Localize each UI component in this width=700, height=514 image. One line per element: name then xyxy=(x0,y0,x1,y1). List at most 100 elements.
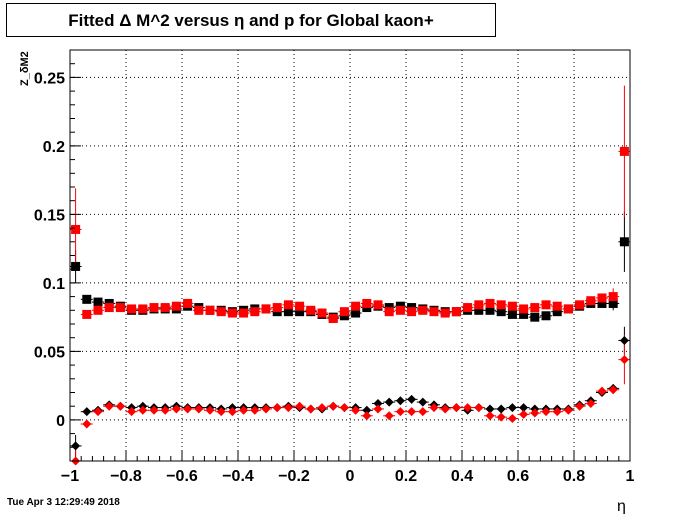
data-point-diamond xyxy=(339,403,349,413)
data-point-square xyxy=(115,303,125,313)
data-point-diamond xyxy=(619,335,629,345)
data-point-diamond xyxy=(384,411,394,421)
data-point-square xyxy=(597,298,607,308)
chart-title: Fitted Δ M^2 versus η and p for Global k… xyxy=(68,11,434,30)
data-point-square xyxy=(82,294,92,304)
data-point-diamond xyxy=(418,397,428,407)
data-point-diamond xyxy=(71,441,81,451)
data-point-square xyxy=(183,298,193,308)
data-point-square xyxy=(407,307,417,317)
timestamp-footer: Tue Apr 3 12:29:49 2018 xyxy=(7,497,120,508)
data-point-square xyxy=(216,307,226,317)
data-point-square xyxy=(485,298,495,308)
data-point-diamond xyxy=(373,404,383,414)
data-point-square xyxy=(317,308,327,318)
data-point-square xyxy=(351,301,361,311)
data-point-square xyxy=(418,305,428,315)
data-point-square xyxy=(239,308,249,318)
data-point-diamond xyxy=(395,396,405,406)
data-point-diamond xyxy=(93,407,103,417)
x-tick-label: 0.6 xyxy=(507,468,529,485)
data-point-diamond xyxy=(440,404,450,414)
data-point-diamond xyxy=(463,403,473,413)
data-point-square xyxy=(608,298,618,308)
data-point-square xyxy=(530,312,540,322)
title-box: Fitted Δ M^2 versus η and p for Global k… xyxy=(6,3,496,37)
data-point-diamond xyxy=(575,401,585,411)
data-point-diamond xyxy=(496,412,506,422)
axis-ticks xyxy=(69,49,631,462)
data-point-square xyxy=(552,301,562,311)
data-point-diamond xyxy=(317,403,327,413)
data-point-square xyxy=(149,303,159,313)
x-tick-label: 0.8 xyxy=(563,468,585,485)
x-tick-label: 1 xyxy=(626,468,635,485)
data-point-diamond xyxy=(362,405,372,415)
data-point-square xyxy=(227,308,237,318)
data-point-square xyxy=(283,307,293,317)
data-point-diamond xyxy=(496,404,506,414)
data-point-diamond xyxy=(530,408,540,418)
data-point-diamond xyxy=(474,403,484,413)
plot-frame xyxy=(69,49,631,462)
grid xyxy=(70,50,630,461)
data-point-square xyxy=(93,297,103,307)
x-tick-label: −0.8 xyxy=(110,468,142,485)
data-point-diamond xyxy=(519,403,529,413)
data-point-square xyxy=(552,307,562,317)
data-point-square xyxy=(93,305,103,315)
data-point-square xyxy=(171,301,181,311)
data-point-square xyxy=(395,305,405,315)
data-point-diamond xyxy=(261,404,271,414)
x-tick-label: −0.4 xyxy=(222,468,254,485)
x-tick-label: −0.6 xyxy=(166,468,198,485)
data-point-square xyxy=(373,300,383,310)
data-point-diamond xyxy=(619,355,629,365)
data-point-square xyxy=(295,307,305,317)
data-point-diamond xyxy=(138,405,148,415)
data-point-square xyxy=(351,308,361,318)
y-tick-label: 0.15 xyxy=(34,207,65,224)
data-markers xyxy=(71,146,629,466)
data-point-diamond xyxy=(541,407,551,417)
data-point-diamond xyxy=(429,403,439,413)
y-tick-label: 0.25 xyxy=(34,70,65,87)
data-point-square xyxy=(519,304,529,314)
data-point-square xyxy=(127,304,137,314)
data-point-diamond xyxy=(351,405,361,415)
data-point-square xyxy=(485,305,495,315)
data-point-square xyxy=(71,224,81,234)
data-point-diamond xyxy=(171,404,181,414)
data-point-diamond xyxy=(407,407,417,417)
data-point-square xyxy=(272,303,282,313)
data-point-square xyxy=(194,305,204,315)
data-point-square xyxy=(451,307,461,317)
data-point-diamond xyxy=(362,411,372,421)
data-point-diamond xyxy=(160,405,170,415)
data-point-diamond xyxy=(418,407,428,417)
data-point-square xyxy=(295,301,305,311)
data-point-diamond xyxy=(384,397,394,407)
data-point-diamond xyxy=(216,407,226,417)
x-tick-label: 0.2 xyxy=(395,468,417,485)
data-point-square xyxy=(507,309,517,319)
data-point-square xyxy=(440,308,450,318)
data-point-square xyxy=(496,307,506,317)
data-point-square xyxy=(82,309,92,319)
data-point-square xyxy=(362,298,372,308)
data-point-diamond xyxy=(451,403,461,413)
data-point-diamond xyxy=(407,394,417,404)
data-point-diamond xyxy=(485,411,495,421)
data-point-square xyxy=(250,307,260,317)
data-point-square xyxy=(541,311,551,321)
data-point-square xyxy=(496,300,506,310)
data-point-diamond xyxy=(328,401,338,411)
x-tick-label: −1 xyxy=(61,468,79,485)
data-point-square xyxy=(619,237,629,247)
data-point-square xyxy=(463,303,473,313)
data-point-square xyxy=(507,301,517,311)
data-point-square xyxy=(283,300,293,310)
data-point-diamond xyxy=(519,409,529,419)
x-tick-label: 0 xyxy=(346,468,355,485)
data-point-square xyxy=(205,305,215,315)
